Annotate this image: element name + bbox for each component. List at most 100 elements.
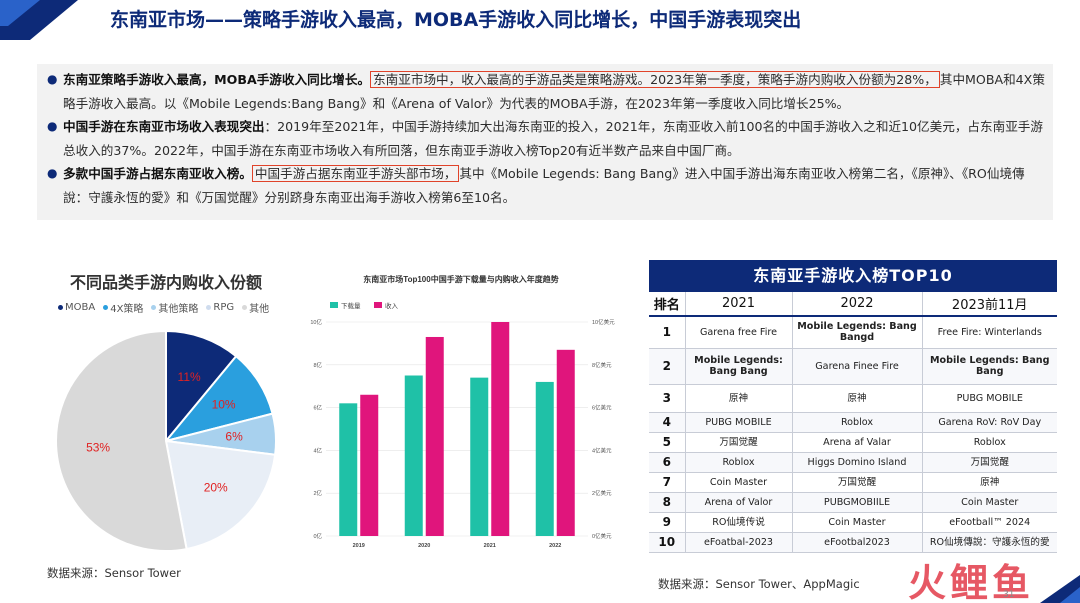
game-cell: PUBGMOBIILE (792, 492, 923, 513)
pie-legend-label: 其他 (249, 304, 270, 315)
highlight-box-text: 东南亚市场中，收入最高的手游品类是策略游戏。2023年第一季度，策略手游内购收入… (370, 71, 940, 88)
bullet-2: ● 中国手游在东南亚市场收入表现突出：2019年至2021年，中国手游持续加大出… (47, 115, 1047, 162)
table-source-note: 数据来源：Sensor Tower、AppMagic (658, 577, 860, 591)
game-cell: Higgs Domino Island (792, 452, 923, 473)
game-cell: Garena free Fire (685, 316, 793, 349)
game-cell: 万国觉醒 (922, 452, 1057, 473)
game-cell: PUBG MOBILE (922, 384, 1057, 413)
pie-legend-item: MOBA (58, 300, 95, 315)
pie-legend-label: MOBA (65, 302, 96, 313)
game-cell: Coin Master (922, 492, 1057, 513)
table-row: 1 Garena free Fire Mobile Legends: Bang Ba… (649, 316, 1057, 349)
game-cell: eFoatbal-2023 (685, 532, 793, 553)
rank-cell: 10 (649, 532, 686, 553)
legend-swatch-icon (151, 305, 157, 310)
rank-cell: 9 (649, 512, 686, 533)
pie-slice (55, 329, 188, 552)
bar-revenue (360, 394, 379, 536)
ranking-table: 排名 2021 2022 2023前11月 1 Garena free Fire M… (649, 292, 1057, 553)
bullet-lead: 多款中国手游占据东南亚收入榜。 (63, 166, 252, 181)
header-2021: 2021 (685, 292, 793, 317)
game-cell: Mobile Legends: Bang Bang (685, 348, 793, 385)
rank-cell: 3 (649, 384, 686, 413)
y-tick-label-left: 0亿 (313, 532, 322, 540)
y-tick-label-left: 10亿 (310, 318, 322, 326)
table-row: 5 万国觉醒 Arena af Valar Roblox (649, 432, 1057, 453)
summary-box: ● 东南亚策略手游收入最高，MOBA手游收入同比增长。 东南亚市场中，收入最高的手… (37, 64, 1053, 220)
pie-data-label: 20% (204, 481, 228, 495)
pie-chart: 11% 10% 6% 20% 53% (55, 329, 277, 552)
x-tick-label: 2019 (353, 543, 365, 549)
table-row: 4 PUBG MOBILE Roblox Garena RoV: RoV Day (649, 412, 1057, 433)
pie-chart-title: 不同品类手游内购收入份额 (70, 273, 263, 292)
bullet-lead: 中国手游在东南亚市场收入表现突出 (63, 119, 265, 134)
bullet-3: ● 多款中国手游占据东南亚收入榜。 中国手游占据东南亚手游头部市场， 其中《Mobi… (47, 162, 1047, 209)
pie-slice (164, 439, 277, 551)
bar-revenue (491, 322, 510, 536)
table-row: 7 Coin Master 万国觉醒 原神 (649, 472, 1057, 493)
pie-legend-label: 其他策略 (158, 304, 199, 315)
table-title: 东南亚手游收入榜TOP10 (649, 260, 1057, 292)
pie-legend-item: RPG (206, 300, 234, 315)
pie-legend-item: 其他策略 (151, 300, 198, 315)
game-cell: RO仙境传说 (685, 512, 793, 533)
y-tick-label-right: 6亿美元 (592, 404, 612, 412)
y-tick-label-right: 0亿美元 (592, 532, 612, 540)
y-tick-label-left: 6亿 (313, 404, 322, 412)
highlight-box-text: 中国手游占据东南亚手游头部市场， (251, 165, 460, 182)
bullet-dot-icon: ● (47, 166, 58, 180)
rank-cell: 1 (649, 316, 686, 349)
bar-chart-title: 东南亚市场Top100中国手游下载量与内购收入年度趋势 (363, 274, 558, 284)
rank-cell: 2 (649, 348, 686, 385)
y-tick-label-left: 2亿 (313, 489, 322, 497)
game-cell: Garena Finee Fire (792, 348, 923, 385)
brand-logo: 火鲤鱼 (908, 561, 1035, 603)
game-cell: Mobile Legends: Bang Bang (922, 348, 1057, 385)
game-cell: Roblox (922, 432, 1057, 453)
game-cell: eFootbal2023 (792, 532, 923, 553)
bullet-1: ● 东南亚策略手游收入最高，MOBA手游收入同比增长。 东南亚市场中，收入最高的手… (47, 68, 1047, 115)
bar-legend-label: 下载量 (341, 301, 361, 310)
game-cell: eFootball™ 2024 (922, 512, 1057, 533)
x-tick-label: 2021 (484, 543, 496, 549)
bullet-dot-icon: ● (47, 72, 58, 86)
slide-title: 东南亚市场——策略手游收入最高，MOBA手游收入同比增长，中国手游表现突出 (110, 9, 802, 31)
y-tick-label-right: 8亿美元 (592, 361, 612, 369)
table-row: 6 Roblox Higgs Domino Island 万国觉醒 (649, 452, 1057, 473)
bar-downloads (535, 381, 554, 536)
corner-decoration-top-left (0, 0, 78, 40)
pie-data-label: 6% (225, 430, 243, 444)
header-2022: 2022 (792, 292, 923, 317)
game-cell: Arena af Valar (792, 432, 923, 453)
game-cell: 原神 (792, 384, 923, 413)
header-rank: 排名 (649, 292, 686, 317)
game-cell: 万国觉醒 (792, 472, 923, 493)
table-header-row: 排名 2021 2022 2023前11月 (649, 292, 1057, 317)
pie-data-label: 11% (178, 370, 201, 384)
table-row: 10 eFoatbal-2023 eFootbal2023 RO仙境傳說：守護永恆的愛 (649, 532, 1057, 553)
x-tick-label: 2020 (418, 543, 430, 549)
y-tick-label-right: 2亿美元 (592, 489, 612, 497)
table-row: 9 RO仙境传说 Coin Master eFootball™ 2024 (649, 512, 1057, 533)
game-cell: 万国觉醒 (685, 432, 793, 453)
rank-cell: 7 (649, 472, 686, 493)
game-cell: 原神 (685, 384, 793, 413)
pie-source-note: 数据来源：Sensor Tower (47, 566, 181, 580)
game-cell: Roblox (792, 412, 923, 433)
legend-swatch-icon (330, 302, 338, 308)
header-2023: 2023前11月 (922, 292, 1057, 317)
y-tick-label-left: 8亿 (313, 361, 322, 369)
bar-downloads (470, 377, 489, 536)
table-row: 3 原神 原神 PUBG MOBILE (649, 384, 1057, 413)
bar-legend-label: 收入 (385, 301, 399, 310)
bullet-dot-icon: ● (47, 119, 58, 133)
corner-decoration-bottom-right (1040, 575, 1080, 603)
bullet-text: 其中《Mobile Legends: Bang Bang》进入中国手游出海东南亚… (63, 166, 1025, 205)
bar-revenue (425, 336, 444, 536)
bullet-text: 其中MOBA和4X策略手游收入最高。以《Mobile Legends:Bang … (63, 72, 1045, 111)
pie-legend: MOBA 4X策略 其他策略 RPG 其他 (58, 300, 269, 315)
game-cell: RO仙境傳說：守護永恆的愛 (922, 532, 1057, 553)
bar-revenue (556, 349, 575, 536)
page-number: 31 (1003, 590, 1015, 600)
bar-downloads (404, 375, 423, 536)
